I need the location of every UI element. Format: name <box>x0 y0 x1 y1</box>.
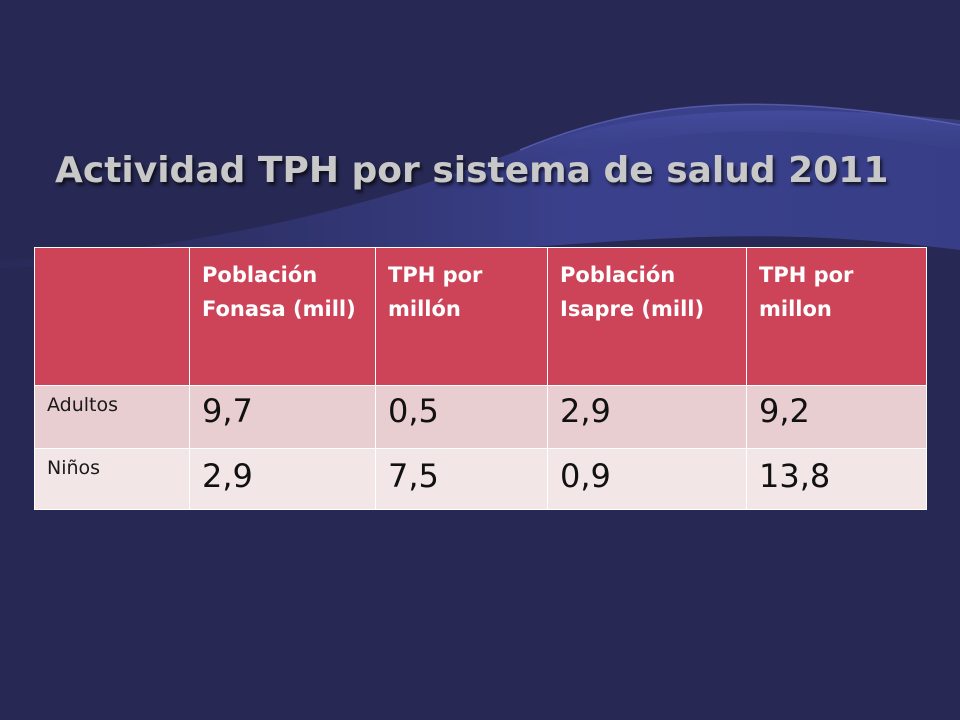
row-label: Niños <box>47 457 101 479</box>
table-cell: 2,9 <box>547 385 747 449</box>
header-cell-tph-isapre: TPH por millon <box>746 247 927 386</box>
row-label-cell: Niños <box>34 448 190 510</box>
header-cell-tph-fonasa: TPH por millón <box>375 247 548 386</box>
slide-title: Actividad TPH por sistema de salud 2011 <box>55 150 889 191</box>
row-label-cell: Adultos <box>34 385 190 449</box>
table-cell: 7,5 <box>375 448 548 510</box>
table-cell: 9,2 <box>746 385 927 449</box>
table-header-row: Población Fonasa (mill) TPH por millón P… <box>34 247 927 386</box>
table-row: Niños 2,9 7,5 0,9 13,8 <box>34 448 927 510</box>
table-cell: 0,9 <box>547 448 747 510</box>
table-cell: 13,8 <box>746 448 927 510</box>
table-cell: 9,7 <box>189 385 376 449</box>
table-cell: 0,5 <box>375 385 548 449</box>
table-cell: 2,9 <box>189 448 376 510</box>
data-table: Población Fonasa (mill) TPH por millón P… <box>34 247 927 510</box>
row-label: Adultos <box>47 394 119 416</box>
header-cell-poblacion-isapre: Población Isapre (mill) <box>547 247 747 386</box>
table-row: Adultos 9,7 0,5 2,9 9,2 <box>34 385 927 449</box>
header-cell-poblacion-fonasa: Población Fonasa (mill) <box>189 247 376 386</box>
header-cell-empty <box>34 247 190 386</box>
